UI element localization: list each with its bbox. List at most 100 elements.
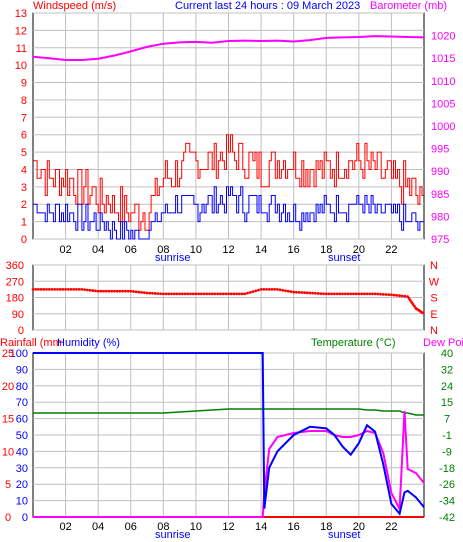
direction-point xyxy=(153,292,157,295)
direction-point xyxy=(390,293,393,297)
direction-point xyxy=(322,292,325,296)
direction-point xyxy=(294,290,298,294)
barometer-tick-label: 1015 xyxy=(431,53,455,65)
temperature-tick-label: 32 xyxy=(441,364,453,376)
wind-average-series xyxy=(33,186,424,240)
direction-point xyxy=(308,291,312,295)
direction-point xyxy=(94,289,97,293)
direction-tick-label: 360 xyxy=(6,260,24,272)
direction-point xyxy=(186,292,190,296)
hour-tick-label: 14 xyxy=(255,521,267,533)
humidity-axis-title: Humidity (%) xyxy=(57,337,120,349)
direction-point xyxy=(281,288,285,292)
temperature-tick-label: -26 xyxy=(439,479,455,491)
direction-point xyxy=(39,287,43,291)
hour-tick-label: 18 xyxy=(320,521,332,533)
rainfall-tick-label: 25 xyxy=(2,348,14,360)
direction-point xyxy=(360,292,363,296)
direction-point xyxy=(354,292,358,296)
direction-point xyxy=(129,289,133,293)
direction-tick-label: 90 xyxy=(12,309,24,321)
direction-point xyxy=(189,292,192,296)
hour-tick-label: 22 xyxy=(385,521,397,533)
direction-point xyxy=(42,287,46,291)
direction-point xyxy=(50,287,54,291)
direction-point xyxy=(151,291,154,295)
direction-point xyxy=(289,290,293,294)
direction-point xyxy=(335,292,339,296)
hour-tick-label: 16 xyxy=(288,521,300,533)
direction-point xyxy=(319,292,323,295)
direction-point xyxy=(313,291,317,295)
direction-point xyxy=(346,292,350,296)
direction-point xyxy=(53,287,57,291)
direction-point xyxy=(47,287,51,291)
humidity-tick-label: 40 xyxy=(16,446,28,458)
direction-point xyxy=(75,287,78,291)
direction-point xyxy=(411,303,415,306)
direction-point xyxy=(199,292,203,296)
direction-point xyxy=(267,287,271,291)
direction-point xyxy=(191,292,195,296)
direction-point xyxy=(311,291,315,295)
rainfall-tick-label: 15 xyxy=(2,414,14,426)
direction-point xyxy=(305,291,309,295)
direction-point xyxy=(180,292,184,296)
humidity-tick-label: 90 xyxy=(16,364,28,376)
direction-point xyxy=(324,292,328,296)
sunrise-label-top: sunrise xyxy=(155,252,190,264)
direction-point xyxy=(381,292,385,296)
windspeed-tick-label: 12 xyxy=(15,25,27,37)
temperature-tick-label: 15 xyxy=(441,397,453,409)
direction-point xyxy=(88,288,92,292)
humidity-tick-label: 20 xyxy=(16,479,28,491)
direction-point xyxy=(300,291,304,294)
windspeed-tick-label: 13 xyxy=(15,8,27,20)
direction-point xyxy=(256,288,260,292)
hour-tick-label: 02 xyxy=(59,244,71,256)
direction-point xyxy=(197,292,201,296)
temperature-tick-label: -42 xyxy=(439,512,455,524)
sunset-label-top: sunset xyxy=(328,252,360,264)
compass-tick-label: N xyxy=(430,260,438,272)
direction-point xyxy=(110,289,114,293)
direction-point xyxy=(142,291,146,295)
barometer-tick-label: 980 xyxy=(431,211,449,223)
direction-point xyxy=(235,292,239,296)
direction-point xyxy=(126,289,130,293)
temperature-tick-label: -1 xyxy=(442,430,452,442)
direction-point xyxy=(352,292,355,296)
sunset-label-bottom: sunset xyxy=(328,529,360,541)
direction-point xyxy=(61,287,65,291)
direction-point xyxy=(292,290,296,294)
direction-point xyxy=(384,293,388,296)
direction-point xyxy=(161,292,165,296)
direction-point xyxy=(31,287,35,291)
windspeed-tick-label: 9 xyxy=(21,78,27,90)
humidity-tick-label: 50 xyxy=(16,430,28,442)
direction-point xyxy=(409,299,412,302)
direction-point xyxy=(132,290,135,293)
direction-point xyxy=(175,292,179,296)
hour-tick-label: 02 xyxy=(59,521,71,533)
direction-point xyxy=(357,292,361,296)
barometer-tick-label: 1005 xyxy=(431,98,455,110)
windspeed-tick-label: 1 xyxy=(21,217,27,229)
compass-tick-label: W xyxy=(429,276,440,288)
barometer-series xyxy=(32,35,425,61)
direction-point xyxy=(332,292,336,296)
direction-point xyxy=(229,292,233,296)
direction-point xyxy=(77,287,81,291)
hour-tick-label: 12 xyxy=(222,244,234,256)
rainfall-tick-label: 10 xyxy=(2,446,14,458)
direction-point xyxy=(316,292,320,295)
windspeed-tick-label: 11 xyxy=(16,43,27,55)
direction-point xyxy=(164,292,168,296)
barometer-tick-label: 985 xyxy=(431,189,449,201)
temperature-tick-label: -9 xyxy=(442,446,452,458)
direction-point xyxy=(278,288,282,292)
direction-point xyxy=(349,292,353,296)
direction-point xyxy=(37,287,40,291)
barometer-tick-label: 1020 xyxy=(431,31,455,43)
direction-point xyxy=(208,292,211,296)
